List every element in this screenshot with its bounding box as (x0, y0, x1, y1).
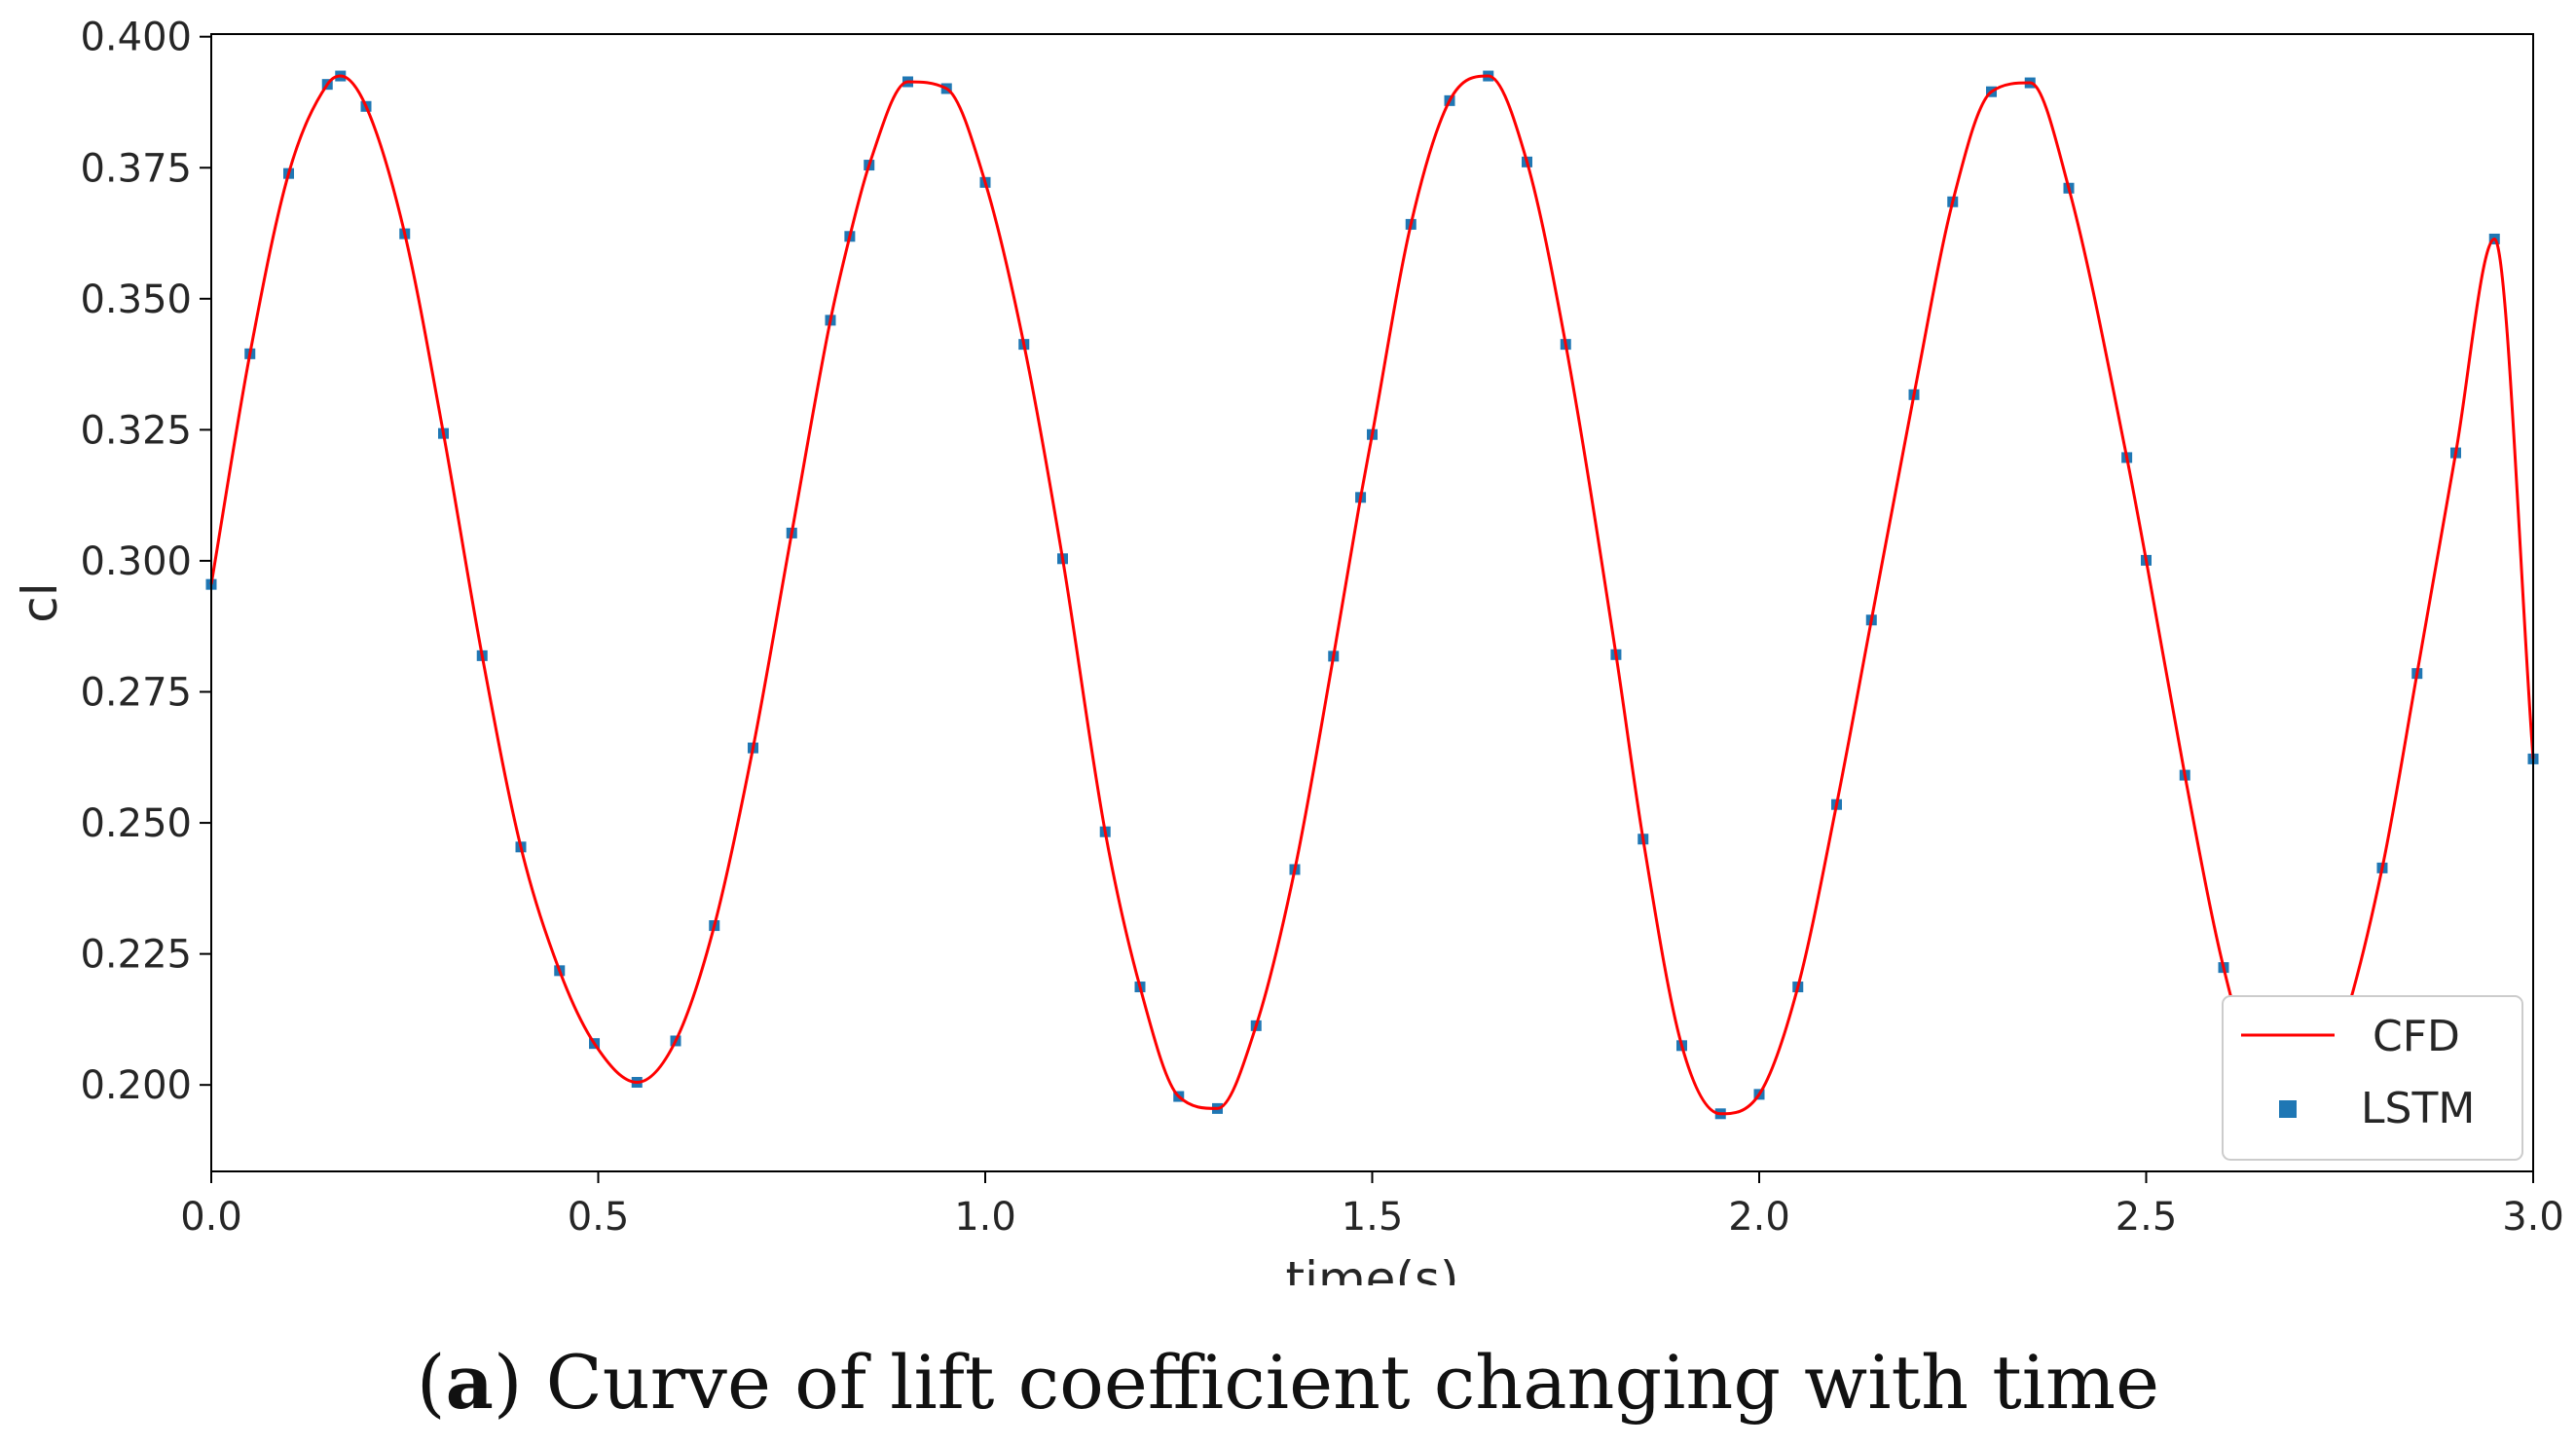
y-tick-label: 0.325 (80, 408, 192, 453)
y-tick-label: 0.275 (80, 671, 192, 716)
y-tick-label: 0.225 (80, 933, 192, 978)
x-tick-label: 1.0 (954, 1195, 1016, 1240)
y-tick-label: 0.375 (80, 146, 192, 191)
y-axis-ticks: 0.200 0.225 0.250 0.275 0.300 0.325 0.350 0.375… (80, 16, 211, 1108)
figure-caption: (a) Curve of lift coefficient changing w… (416, 1339, 2160, 1426)
x-tick-label: 1.5 (1342, 1195, 1404, 1240)
series-layer (205, 70, 2539, 1124)
y-tick-label: 0.300 (80, 539, 192, 584)
legend-cfd-label: CFD (2373, 1012, 2460, 1061)
x-tick-label: 0.0 (180, 1195, 242, 1240)
x-tick-label: 2.5 (2116, 1195, 2178, 1240)
caption-label: a (445, 1339, 494, 1426)
x-axis-label: time(s) (1285, 1251, 1458, 1285)
x-tick-label: 2.0 (1728, 1195, 1790, 1240)
legend-box (2222, 995, 2523, 1161)
legend: CFD LSTM (2222, 995, 2523, 1161)
legend-lstm-label: LSTM (2361, 1084, 2475, 1133)
y-tick-label: 0.400 (80, 16, 192, 60)
cfd-line (209, 74, 2535, 1120)
x-tick-label: 0.5 (568, 1195, 630, 1240)
y-axis-label: cl (12, 582, 68, 622)
y-tick-label: 0.350 (80, 278, 192, 322)
chart: 0.200 0.225 0.250 0.275 0.300 0.325 0.350 0.375… (12, 16, 2564, 1285)
x-axis-ticks: 0.0 0.5 1.0 1.5 2.0 2.5 3.0 (180, 1171, 2564, 1240)
y-tick-label: 0.250 (80, 801, 192, 846)
caption-text: Curve of lift coefficient changing with … (545, 1339, 2160, 1426)
y-tick-label: 0.200 (80, 1063, 192, 1108)
legend-lstm-swatch (2279, 1100, 2297, 1118)
plot-frame (210, 33, 2534, 1172)
x-tick-label: 3.0 (2502, 1195, 2564, 1240)
